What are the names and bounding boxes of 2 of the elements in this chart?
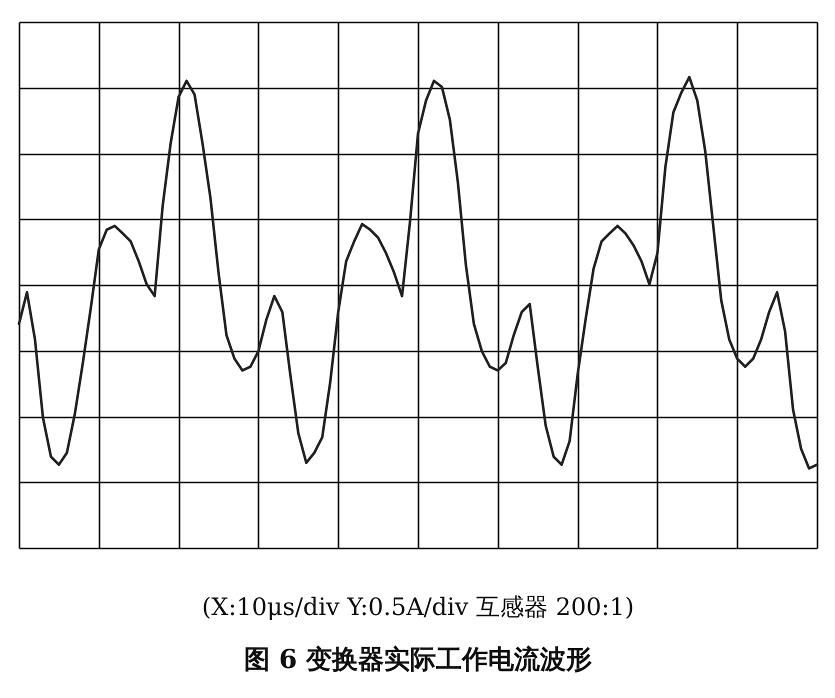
text: (X:10μs/div Y:0.5A/div 互感器 200:1): [202, 593, 634, 621]
caption: 图 6 变换器实际工作电流波形: [244, 645, 592, 675]
